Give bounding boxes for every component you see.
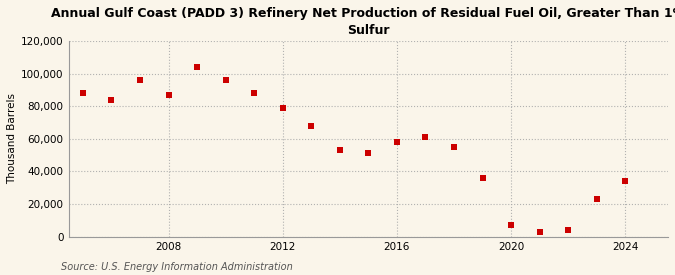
Point: [78, 91, 88, 95]
Point: [306, 123, 317, 128]
Point: [249, 91, 260, 95]
Point: [220, 78, 231, 82]
Point: [134, 78, 145, 82]
Point: [277, 106, 288, 110]
Y-axis label: Thousand Barrels: Thousand Barrels: [7, 93, 17, 184]
Point: [420, 135, 431, 139]
Text: Source: U.S. Energy Information Administration: Source: U.S. Energy Information Administ…: [61, 262, 292, 272]
Point: [192, 65, 202, 69]
Point: [591, 197, 602, 201]
Title: Annual Gulf Coast (PADD 3) Refinery Net Production of Residual Fuel Oil, Greater: Annual Gulf Coast (PADD 3) Refinery Net …: [51, 7, 675, 37]
Point: [477, 176, 488, 180]
Point: [106, 97, 117, 102]
Point: [620, 179, 630, 183]
Point: [163, 92, 174, 97]
Point: [534, 230, 545, 234]
Point: [506, 223, 516, 227]
Point: [363, 151, 374, 156]
Point: [392, 140, 402, 144]
Point: [563, 228, 574, 232]
Point: [334, 148, 345, 152]
Point: [449, 145, 460, 149]
